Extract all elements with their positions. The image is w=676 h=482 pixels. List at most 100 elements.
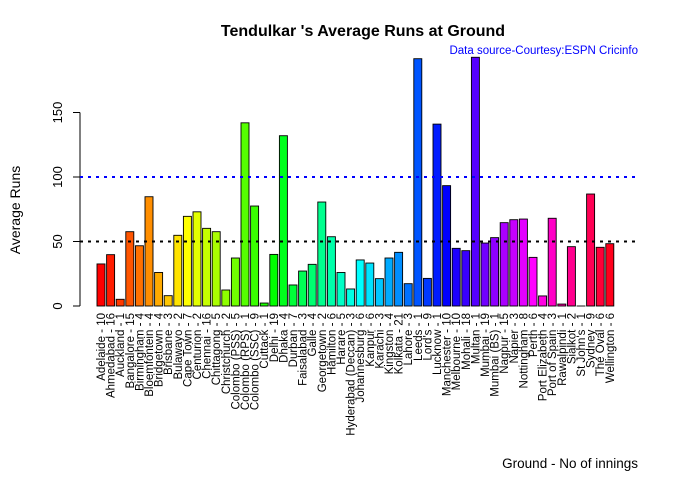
bar — [384, 257, 394, 307]
bar — [566, 246, 576, 307]
x-tick-label: Kingston - 4 — [384, 312, 396, 374]
bar — [96, 263, 106, 307]
y-tick-label: 150 — [50, 102, 65, 124]
bar — [586, 193, 596, 307]
x-tick-label: Auckland - 1 — [115, 313, 127, 377]
x-tick-label: Hyderabad (Deccan) - 3 — [346, 313, 358, 436]
x-tick-label: Delhi - 19 — [269, 313, 281, 362]
y-tick-label: 0 — [50, 302, 65, 309]
x-tick-label: Colombo (RPS) - 1 — [240, 313, 252, 410]
x-tick-label: Christchurch - 2 — [221, 313, 233, 394]
x-tick-label: Sialkot - 2 — [566, 313, 578, 364]
bar — [240, 122, 250, 307]
x-tick-label: Lord's - 9 — [422, 313, 434, 361]
x-tick-label: Centurion - 2 — [192, 313, 204, 379]
bar — [154, 272, 164, 307]
bar — [442, 185, 452, 307]
bar — [134, 245, 144, 307]
x-tick-label: Cape Town - 7 — [182, 313, 194, 387]
x-tick-label: Napier - 3 — [509, 313, 521, 364]
x-tick-label: Melbourne - 10 — [451, 313, 463, 390]
y-axis-label: Average Runs — [7, 166, 23, 254]
x-tick-label: Colombo (SSC) - 9 — [250, 313, 262, 410]
x-tick-label: Johannesburg - 6 — [355, 313, 367, 403]
x-tick-label: Georgetown - 2 — [317, 313, 329, 392]
bar — [374, 278, 384, 307]
x-tick-label: Kolkata - 21 — [394, 313, 406, 374]
bar — [499, 222, 509, 307]
bar — [365, 262, 375, 307]
x-tick-label: Bridgetown - 4 — [154, 312, 166, 387]
bar — [269, 253, 279, 307]
x-tick-label: Hamilton - 6 — [326, 313, 338, 375]
bar — [470, 56, 480, 307]
x-tick-label: Kanpur - 6 — [365, 313, 377, 367]
x-tick-label: Birmingham - 4 — [134, 312, 146, 391]
x-tick-label: Colombo (PSS) - 5 — [230, 313, 242, 410]
bar — [211, 231, 221, 307]
bar — [259, 302, 269, 307]
x-tick-label: Port Elizabeth - 4 — [538, 312, 550, 401]
x-tick-label: Harare - 5 — [336, 313, 348, 365]
x-tick-label: Multan - 1 — [470, 313, 482, 364]
bar — [106, 254, 116, 307]
x-tick-label: Karachi - 3 — [374, 313, 386, 369]
x-tick-label: Dhaka - 4 — [278, 312, 290, 362]
x-tick-label: Leeds - 1 — [413, 313, 425, 361]
x-tick-label: Galle - 4 — [307, 312, 319, 356]
bar — [595, 246, 605, 307]
bar — [278, 135, 288, 307]
bar — [490, 237, 500, 307]
bar — [422, 277, 432, 307]
chart-subtitle: Data source-Courtesy:ESPN Cricinfo — [449, 45, 638, 57]
x-axis-label: Ground - No of innings — [502, 456, 638, 471]
x-tick-label: Lucknow - 1 — [432, 313, 444, 375]
bar — [547, 217, 557, 307]
x-tick-label: Chennai - 16 — [202, 313, 214, 379]
x-tick-label: Nottingham - 8 — [518, 313, 530, 388]
bar — [480, 242, 490, 307]
x-tick-label: Cuttack - 1 — [259, 313, 271, 369]
bar — [202, 227, 212, 307]
reference-lines — [80, 176, 638, 243]
bar — [125, 231, 135, 307]
bar — [355, 259, 365, 307]
x-tick-label: Sydney - 9 — [586, 313, 598, 368]
x-tick-label: Mumbai (BS) - 1 — [490, 313, 502, 397]
bar — [288, 284, 298, 307]
bar — [230, 257, 240, 307]
x-tick-label: Port of Spain - 3 — [547, 313, 559, 396]
x-tick-label: Ahmedabad - 16 — [106, 313, 118, 398]
bar — [307, 263, 317, 307]
bar — [326, 236, 336, 307]
x-tick-label: Bangalore - 15 — [125, 313, 137, 388]
bar — [336, 272, 346, 307]
bar — [115, 298, 125, 307]
x-tick-label: Chittagong - 5 — [211, 313, 223, 385]
x-tick-label: Faisalabad - 3 — [298, 313, 310, 386]
bar — [557, 303, 567, 307]
bar — [509, 219, 519, 307]
x-tick-label: Mumbai - 19 — [480, 313, 492, 377]
x-tick-label: Nagpur - 15 — [499, 313, 511, 374]
y-axis: 0 50 100 150 — [50, 102, 81, 310]
bar — [605, 243, 615, 307]
x-tick-label: Rawalpindi - 1 — [557, 313, 569, 386]
bar — [538, 295, 548, 307]
bar — [182, 215, 192, 307]
x-tick-label: St John's - 1 — [576, 313, 588, 377]
bar — [298, 270, 308, 307]
x-tick-label: Bloemfontein - 4 — [144, 312, 156, 396]
bar — [518, 218, 528, 307]
bar — [221, 289, 231, 307]
x-tick-label: Durban - 7 — [288, 313, 300, 367]
bars — [96, 56, 615, 307]
bar — [192, 211, 202, 307]
bar — [163, 295, 173, 307]
bar — [394, 251, 404, 307]
y-tick-label: 100 — [50, 166, 65, 188]
bar — [173, 234, 183, 307]
x-tick-label: Wellington - 6 — [605, 313, 617, 383]
bar — [461, 250, 471, 307]
